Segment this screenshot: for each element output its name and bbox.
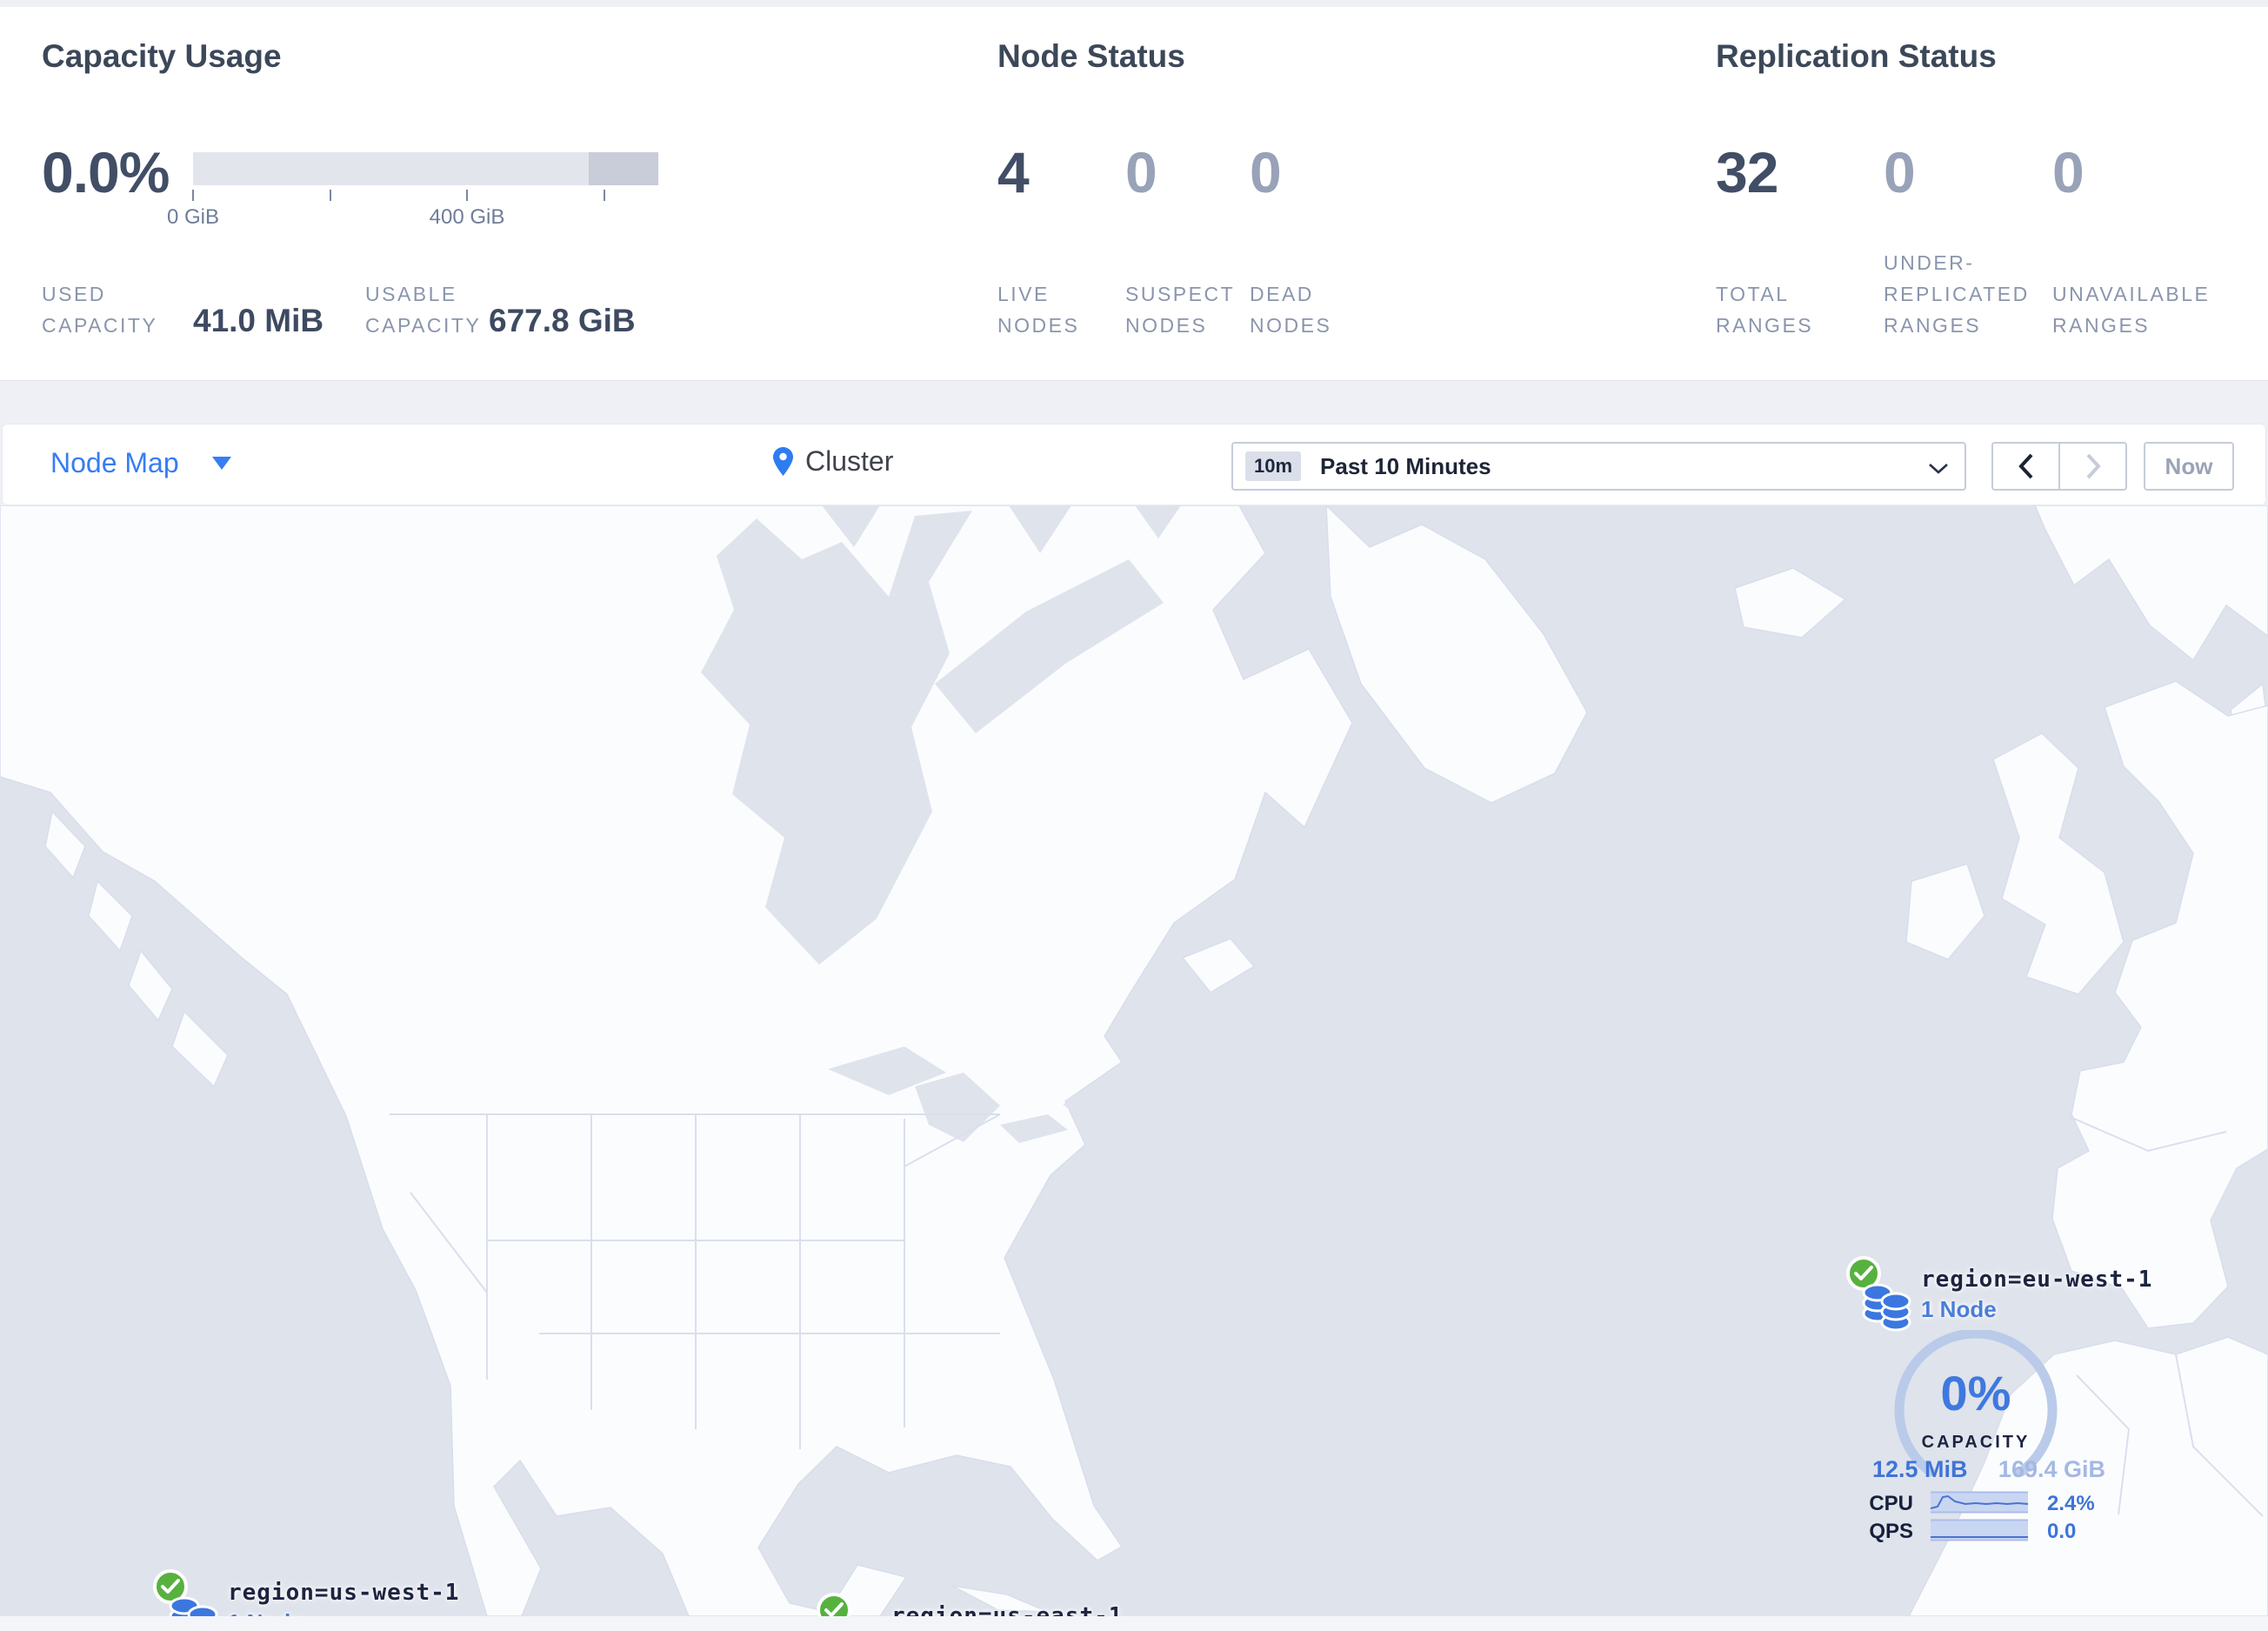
region-node-count[interactable]: 1 Node	[1921, 1296, 1997, 1322]
gauge-percent: 0%	[1940, 1366, 2011, 1420]
qps-value: 0.0	[2047, 1520, 2077, 1543]
cpu-value: 2.4%	[2047, 1492, 2095, 1515]
time-range-badge: 10m	[1245, 451, 1302, 481]
capacity-axis-tick	[466, 190, 468, 201]
time-range-pager	[1991, 442, 2127, 491]
summary-panel: Capacity Usage 0.0% 0 GiB 400 GiB USED C…	[0, 7, 2268, 381]
chevron-left-icon	[2018, 453, 2032, 479]
suspect-nodes-count: 0	[1125, 140, 1157, 204]
suspect-nodes-label: SUSPECT NODES	[1125, 283, 1236, 337]
breadcrumb[interactable]: Cluster	[773, 445, 893, 478]
region-name: region=us-west-1	[228, 1580, 460, 1606]
cpu-label: CPU	[1869, 1492, 1913, 1515]
capacity-bar	[193, 152, 658, 185]
under-replicated-label: UNDER- REPLICATED RANGES	[1884, 251, 2030, 337]
capacity-axis-tick	[330, 190, 331, 201]
now-button[interactable]: Now	[2144, 442, 2234, 491]
capacity-axis-tick	[192, 190, 194, 201]
live-nodes-label: LIVE NODES	[997, 283, 1080, 337]
page-footer-strip	[0, 1616, 2268, 1631]
capacity-bar-reserved-segment	[589, 152, 658, 185]
total-ranges-label: TOTAL RANGES	[1716, 283, 1814, 337]
location-pin-icon	[773, 447, 793, 476]
map-toolbar: Node Map Cluster 10m Past 10 Minutes Now	[2, 424, 2266, 505]
world-map	[0, 505, 2268, 1616]
capacity-usage-title: Capacity Usage	[42, 38, 282, 74]
view-selector-dropdown[interactable]: Node Map	[50, 447, 231, 479]
time-range-selector[interactable]: 10m Past 10 Minutes	[1231, 442, 1966, 491]
region-used-capacity: 12.5 MiB	[1872, 1456, 1968, 1482]
node-map[interactable]: region=us-west-1 1 Node 0% CAPACITY 12.2…	[0, 505, 2268, 1631]
capacity-gauge: 0% CAPACITY	[1884, 1328, 2067, 1478]
capacity-percent: 0.0%	[42, 140, 170, 204]
dead-nodes-label: DEAD NODES	[1250, 283, 1332, 337]
region-marker-eu-west-1[interactable]: region=eu-west-1 1 Node 0% CAPACITY 12.5…	[1841, 1256, 2151, 1556]
capacity-axis-tick	[604, 190, 605, 201]
used-capacity-label: USED CAPACITY	[42, 283, 158, 337]
unavailable-label: UNAVAILABLE RANGES	[2052, 283, 2211, 337]
used-capacity-value: 41.0 MiB	[193, 303, 324, 338]
view-selector-label: Node Map	[50, 447, 179, 478]
node-status-title: Node Status	[997, 38, 1185, 74]
gauge-capacity-label: CAPACITY	[1921, 1433, 2031, 1452]
capacity-axis-label-0: 0 GiB	[166, 205, 220, 229]
cpu-sparkline	[1931, 1491, 2028, 1514]
chevron-down-icon	[1929, 464, 1948, 474]
gauge-arc	[1894, 1328, 2058, 1478]
usable-capacity-value: 677.8 GiB	[489, 303, 636, 338]
live-nodes-count: 4	[997, 140, 1030, 204]
chevron-right-icon	[2086, 453, 2101, 479]
time-range-label: Past 10 Minutes	[1320, 452, 1491, 479]
qps-sparkline	[1931, 1519, 2028, 1541]
next-interval-button[interactable]	[2060, 444, 2125, 489]
prev-interval-button[interactable]	[1993, 444, 2060, 489]
region-total-capacity: 169.4 GiB	[1998, 1456, 2105, 1482]
chevron-down-icon	[211, 457, 231, 470]
database-stack-icon	[1862, 1283, 1911, 1332]
replication-status-title: Replication Status	[1716, 38, 1997, 74]
qps-label: QPS	[1869, 1520, 1913, 1543]
capacity-axis-label-400: 400 GiB	[429, 205, 505, 229]
healthy-check-icon	[1846, 1256, 1881, 1291]
usable-capacity-label: USABLE CAPACITY	[365, 283, 482, 337]
dead-nodes-count: 0	[1250, 140, 1282, 204]
breadcrumb-label: Cluster	[805, 445, 894, 477]
under-replicated-count: 0	[1884, 140, 1916, 204]
total-ranges-count: 32	[1716, 140, 1778, 204]
unavailable-count: 0	[2052, 140, 2085, 204]
region-name: region=eu-west-1	[1921, 1267, 2153, 1293]
